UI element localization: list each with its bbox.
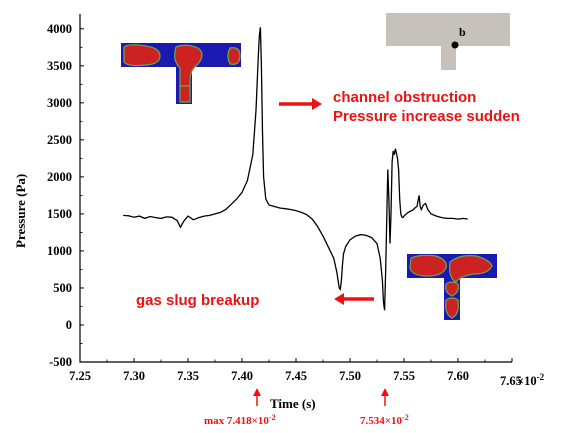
annotation-min-label: 7.534×10-2	[360, 413, 409, 427]
x-tick-labels: 7.25 7.30 7.35 7.40 7.45 7.50 7.55 7.60 7.65	[69, 369, 522, 388]
axes	[79, 14, 513, 363]
y-tick-label: 3000	[47, 96, 72, 110]
annotation-obstruction-line1: channel obstruction	[333, 89, 476, 106]
x-tick-label: 7.40	[231, 369, 253, 383]
y-tick-label: 1500	[47, 207, 72, 221]
y-tick-label: 2000	[47, 170, 72, 184]
inset-obstruction-snapshot	[121, 43, 241, 104]
x-axis-label: Time (s)	[270, 396, 316, 411]
y-tick-label: 1000	[47, 244, 72, 258]
x-multiplier-label: ×10-2	[517, 372, 545, 388]
annotation-min-marker: 7.534×10-2	[360, 388, 409, 427]
y-tick-label: 2500	[47, 133, 72, 147]
y-tick-labels: -500 0 500 1000 1500 2000 2500 3000 3500 4000	[47, 22, 72, 369]
x-tick-label: 7.55	[393, 369, 415, 383]
x-tick-label: 7.25	[69, 369, 91, 383]
x-tick-label: 7.30	[123, 369, 145, 383]
x-tick-label: 7.50	[339, 369, 361, 383]
annotation-max-label: max 7.418×10-2	[204, 413, 276, 427]
annotation-obstruction-line2: Pressure increase sudden	[333, 108, 520, 125]
y-axis-label: Pressure (Pa)	[13, 174, 28, 248]
inset-geometry-b: b	[386, 13, 510, 70]
pressure-series-line	[123, 27, 468, 311]
y-tick-label: 4000	[47, 22, 72, 36]
x-tick-label: 7.60	[447, 369, 469, 383]
y-tick-label: 0	[66, 318, 72, 332]
y-tick-label: -500	[49, 355, 72, 369]
x-tick-label: 7.45	[285, 369, 307, 383]
annotation-breakup: gas slug breakup	[136, 292, 374, 309]
inset-breakup-snapshot	[407, 254, 497, 320]
annotation-max-marker: max 7.418×10-2	[204, 388, 276, 427]
annotation-breakup-label: gas slug breakup	[136, 292, 259, 309]
x-tick-label: 7.65	[500, 374, 522, 388]
inset-label-b: b	[459, 25, 466, 39]
x-tick-label: 7.35	[177, 369, 199, 383]
annotation-obstruction: channel obstruction Pressure increase su…	[279, 89, 520, 125]
y-tick-label: 3500	[47, 59, 72, 73]
y-tick-label: 500	[53, 281, 72, 295]
